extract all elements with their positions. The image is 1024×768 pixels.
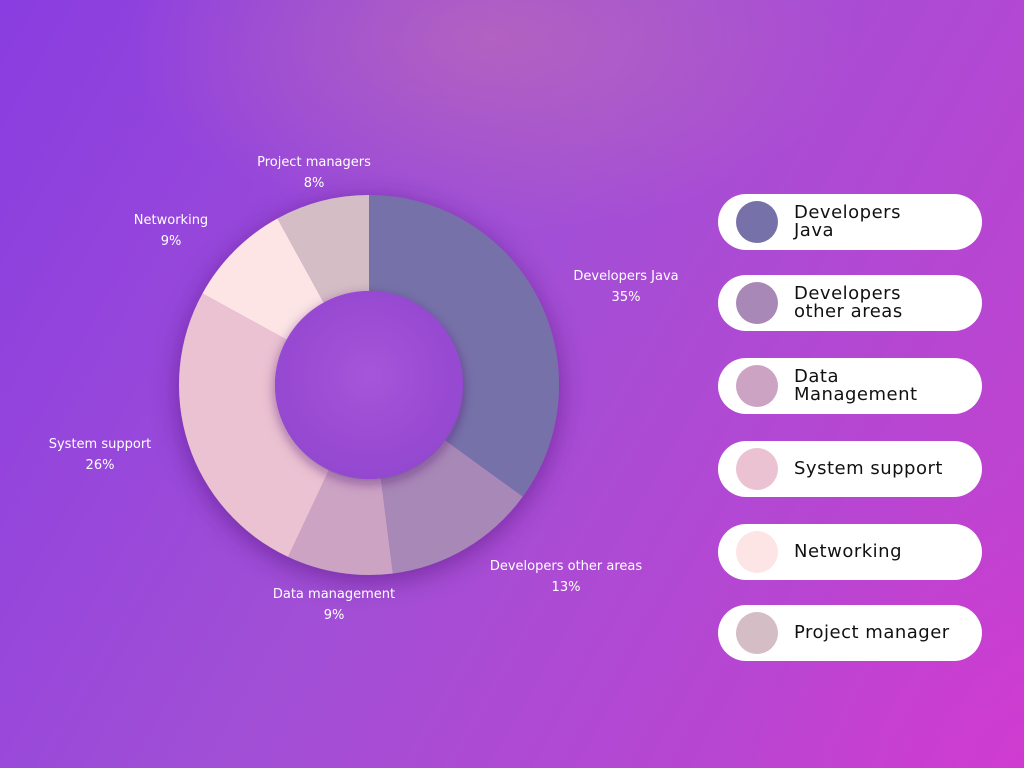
slice-label: Developers Java (573, 269, 678, 284)
legend-label: Networking (794, 541, 902, 562)
legend-label: Developers other areas (794, 283, 903, 322)
legend-item: Networking (718, 524, 982, 580)
donut-hole (275, 291, 463, 479)
legend-item: Data Management (718, 358, 982, 414)
legend-swatch (736, 365, 778, 407)
slice-value-label: 8% (304, 176, 325, 191)
legend-label: Data Management (794, 366, 918, 405)
slice-project-managers (277, 195, 369, 303)
legend-label: System support (794, 458, 943, 479)
slice-developers-java (369, 195, 559, 497)
slice-data-management (288, 470, 393, 575)
slice-value-label: 26% (86, 458, 115, 473)
slice-label: System support (49, 437, 152, 452)
slice-networking (202, 218, 324, 340)
legend-swatch (736, 201, 778, 243)
legend-swatch (736, 448, 778, 490)
slice-label: Developers other areas (490, 559, 643, 574)
slice-system-support (179, 293, 329, 557)
legend-swatch (736, 282, 778, 324)
legend-item: Project manager (718, 605, 982, 661)
legend-item: Developers Java (718, 194, 982, 250)
slice-value-label: 13% (552, 580, 581, 595)
slice-value-label: 9% (324, 608, 345, 623)
slice-value-label: 9% (161, 234, 182, 249)
legend-label: Developers Java (794, 202, 901, 241)
slice-developers-other-areas (380, 440, 523, 574)
slice-label: Networking (134, 213, 208, 228)
slice-label: Data management (273, 587, 395, 602)
legend-swatch (736, 612, 778, 654)
legend-swatch (736, 531, 778, 573)
legend-item: Developers other areas (718, 275, 982, 331)
legend-item: System support (718, 441, 982, 497)
slice-label: Project managers (257, 155, 371, 170)
legend-label: Project manager (794, 622, 950, 643)
slice-value-label: 35% (612, 290, 641, 305)
